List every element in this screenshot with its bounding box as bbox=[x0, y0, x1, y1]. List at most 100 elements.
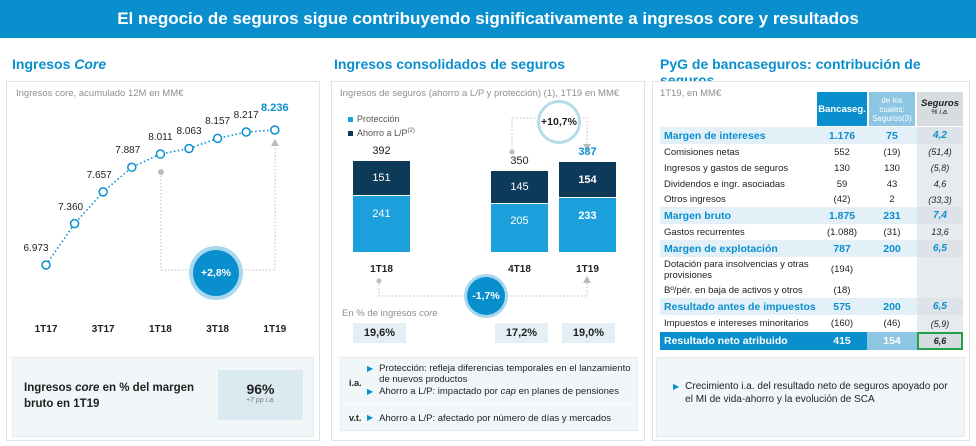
x-tick-label: 1T19 bbox=[263, 324, 287, 335]
table-row: Impuestos e intereses minoritarios (160) (… bbox=[660, 315, 963, 332]
row-label: Bº/pér. en baja de activos y otros bbox=[664, 284, 803, 296]
bar-proteccion: 233 bbox=[559, 197, 616, 252]
x-category-label: 1T18 bbox=[370, 264, 393, 275]
ia-notes: ▶ Protección: refleja diferencias tempora… bbox=[367, 363, 635, 397]
data-point bbox=[241, 127, 251, 137]
yoy-pct-value: (5,9) bbox=[917, 315, 963, 332]
yoy-pct-value: 6,5 bbox=[917, 298, 963, 315]
bancaseguros-value: 59 bbox=[836, 178, 848, 190]
x-tick-label: 3T18 bbox=[206, 324, 229, 335]
bar-total-label: 392 bbox=[372, 145, 391, 158]
yoy-pct-value bbox=[917, 282, 963, 298]
core-ratio-label: Ingresos core en % del margen bruto en 1… bbox=[24, 380, 204, 412]
pct-core-value: 19,0% bbox=[562, 323, 615, 343]
bullet-icon: ▶ bbox=[367, 364, 374, 373]
value-label: 7.887 bbox=[115, 145, 141, 157]
ia-label: i.a. bbox=[349, 378, 362, 388]
table-row: Comisiones netas 552 (19) (51,4) bbox=[660, 144, 963, 160]
bar-total-label: 387 bbox=[578, 146, 597, 159]
bar-ahorro: 154 bbox=[559, 162, 616, 197]
vt-label: v.t. bbox=[349, 413, 362, 423]
slide-title: El negocio de seguros sigue contribuyend… bbox=[0, 0, 976, 38]
col-header-bancaseguros: Bancaseg. bbox=[817, 92, 867, 126]
seguros-value: 2 bbox=[889, 194, 895, 205]
middle-heading: Ingresos consolidados de seguros bbox=[334, 56, 566, 72]
row-label: Ingresos y gastos de seguros bbox=[664, 162, 789, 174]
x-category-label: 4T18 bbox=[508, 264, 531, 275]
table-row: Margen bruto 1.875 231 7,4 bbox=[660, 207, 963, 224]
col-header-pct: Seguros % i.a. bbox=[917, 92, 963, 126]
core-ratio-value-box: 96% +7 pp i.a. bbox=[218, 370, 303, 420]
bullet-icon: ▶ bbox=[367, 413, 374, 422]
text-part: en planes de pensiones bbox=[515, 386, 619, 397]
data-point bbox=[155, 149, 166, 159]
yoy-pct-value: (5,8) bbox=[917, 160, 963, 176]
value-label: 8.011 bbox=[148, 132, 173, 144]
note-item: ▶ Crecimiento i.a. del resultado neto de … bbox=[673, 380, 958, 406]
seguros-value: 200 bbox=[883, 300, 901, 313]
bar-total-label: 350 bbox=[510, 154, 529, 167]
legend-proteccion: Protección bbox=[348, 113, 415, 125]
table-row: Bº/pér. en baja de activos y otros (18) bbox=[660, 282, 963, 298]
left-heading: Ingresos Core bbox=[12, 56, 106, 72]
table-row: Margen de explotación 787 200 6,5 bbox=[660, 240, 963, 257]
seguros-value: 154 bbox=[867, 332, 917, 350]
row-label: Otros ingresos bbox=[664, 194, 726, 205]
core-income-line-chart bbox=[41, 125, 280, 271]
yoy-pct-value: 6,5 bbox=[917, 240, 963, 257]
seguros-value: (31) bbox=[883, 226, 901, 238]
row-label: Margen de explotación bbox=[664, 242, 778, 255]
note-item: ▶ Protección: refleja diferencias tempora… bbox=[367, 363, 635, 385]
core-growth-bubble: +2,8% bbox=[193, 250, 239, 296]
yoy-pct-value: 6,6 bbox=[917, 332, 963, 350]
legend-label: Ahorro a L/P bbox=[357, 128, 408, 138]
data-point bbox=[212, 133, 223, 144]
yoy-pct-value: (33,3) bbox=[917, 192, 963, 207]
bracket-arrow-icon bbox=[271, 139, 279, 146]
arrow-up-icon bbox=[583, 276, 591, 283]
bancaseguros-value: 130 bbox=[834, 162, 850, 174]
divider bbox=[341, 404, 637, 405]
right-note-box: ▶ Crecimiento i.a. del resultado neto de … bbox=[656, 357, 965, 437]
label-part: en % del margen bruto en 1T19 bbox=[24, 382, 195, 410]
pct-core-value: 17,2% bbox=[495, 323, 548, 343]
pct-core-value: 19,6% bbox=[353, 323, 406, 343]
col-header-title: Seguros bbox=[920, 98, 959, 109]
row-label: Impuestos e intereses minoritarios bbox=[664, 318, 809, 329]
label-part: Ingresos bbox=[24, 382, 76, 394]
bar-legend: Protección Ahorro a L/P(2) bbox=[348, 113, 415, 139]
bancaseguros-value: 552 bbox=[834, 146, 850, 158]
middle-subtitle: Ingresos de seguros (ahorro a L/P y prot… bbox=[340, 88, 620, 99]
legend-footnote: (2) bbox=[407, 128, 415, 134]
value-label: 8.063 bbox=[176, 126, 202, 138]
row-label: Dotación para insolvencias y otras provi… bbox=[664, 258, 809, 281]
label-italic: core bbox=[75, 382, 100, 394]
text-italic: cap bbox=[500, 386, 516, 397]
seguros-value: 75 bbox=[886, 129, 898, 142]
data-point bbox=[98, 187, 108, 197]
bar-ahorro: 151 bbox=[353, 161, 410, 196]
row-label: Resultado neto atribuido bbox=[664, 335, 788, 347]
x-tick-label: 1T18 bbox=[148, 324, 172, 335]
value-label: 7.360 bbox=[58, 201, 84, 213]
table-row: Gastos recurrentes (1.088) (31) 13,6 bbox=[660, 224, 963, 240]
table-row: Resultado neto atribuido 415 154 6,6 bbox=[660, 332, 963, 350]
x-category-label: 1T19 bbox=[576, 264, 599, 275]
seguros-value: 200 bbox=[883, 242, 901, 255]
legend-ahorro: Ahorro a L/P(2) bbox=[348, 125, 415, 139]
table-row: Ingresos y gastos de seguros 130 130 (5,8) bbox=[660, 160, 963, 176]
bancaseguros-value: (194) bbox=[830, 264, 854, 275]
middle-notes-box: i.a. ▶ Protección: refleja diferencias te… bbox=[340, 357, 638, 431]
col-header-unit: % i.a. bbox=[931, 109, 949, 116]
bancaseguros-value: (18) bbox=[833, 284, 851, 296]
legend-swatch bbox=[348, 117, 353, 122]
seguros-value: 231 bbox=[883, 209, 901, 222]
bracket-lines bbox=[376, 117, 591, 297]
value-label: 7.657 bbox=[86, 169, 112, 181]
row-label: Resultado antes de impuestos bbox=[664, 300, 816, 313]
note-text: Protección: refleja diferencias temporal… bbox=[379, 363, 631, 385]
bancaseguros-value: 575 bbox=[833, 300, 851, 313]
core-ratio-value: 96% bbox=[246, 381, 275, 397]
seguros-value: 43 bbox=[886, 178, 898, 190]
note-item: ▶ Ahorro a L/P: afectado por número de dí… bbox=[367, 413, 611, 424]
